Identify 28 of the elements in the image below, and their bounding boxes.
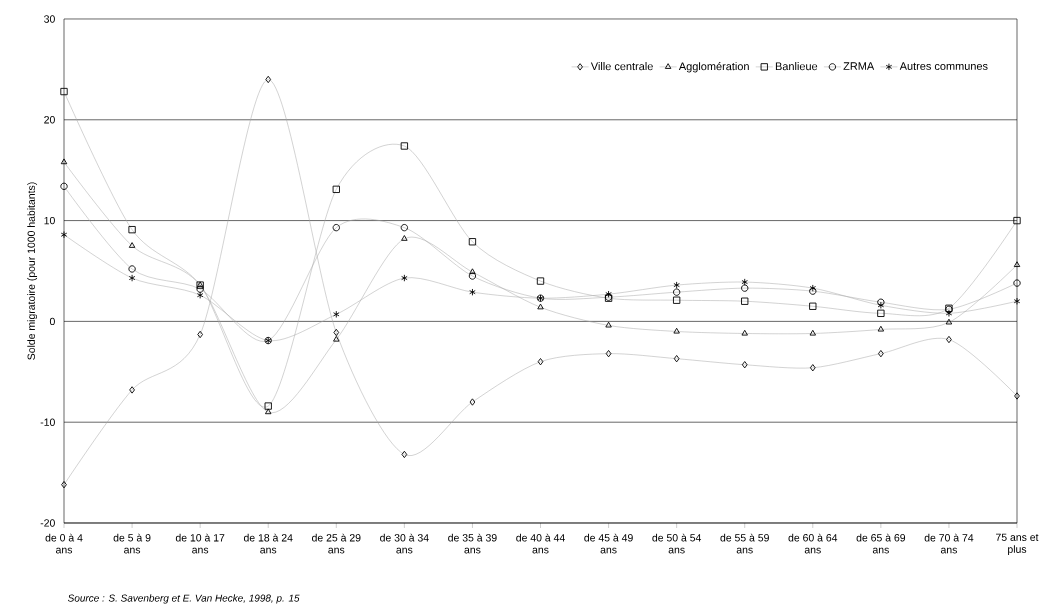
x-tick-label: de 65 à 69 ans — [856, 533, 906, 554]
x-tick-label: de 55 à 59 ans — [720, 533, 769, 554]
legend-label: Agglomération — [678, 62, 749, 73]
x-tick-label: de 45 à 49 ans — [584, 533, 633, 554]
y-tick-label: 0 — [49, 317, 55, 326]
y-tick-label: 10 — [44, 216, 55, 225]
x-tick-label: de 60 à 64 ans — [788, 533, 838, 554]
legend-label: Ville centrale — [590, 62, 653, 71]
y-tick-label: 30 — [44, 15, 55, 23]
x-tick-label: de 5 à 9 ans — [113, 533, 151, 554]
y-tick-label: -10 — [40, 418, 55, 426]
x-tick-label: de 30 à 34 ans — [380, 533, 429, 554]
x-tick-label: de 18 à 24 ans — [243, 533, 293, 554]
y-axis-title: Solde migratoire (pour 1000 habitants) — [27, 182, 38, 360]
y-tick-label: 20 — [44, 116, 55, 124]
x-tick-label: de 70 à 74 ans — [924, 533, 974, 554]
legend-label: ZRMA — [843, 62, 875, 70]
x-tick-label: de 10 à 17 ans — [175, 533, 225, 554]
x-tick-label: 75 ans et plus — [996, 533, 1039, 555]
x-tick-label: de 35 à 39 ans — [448, 533, 497, 554]
x-tick-label: de 25 à 29 ans — [312, 533, 361, 554]
x-tick-label: de 50 à 54 ans — [652, 533, 702, 554]
legend-label: Autres communes — [899, 62, 988, 70]
x-tick-label: de 0 à 4 ans — [45, 533, 83, 554]
x-tick-label: de 40 à 44 ans — [516, 533, 565, 554]
source-note: Source : S. Savenberg et E. Van Hecke, 1998, p. 15 — [67, 594, 300, 604]
legend-label: Banlieue — [775, 62, 818, 71]
y-tick-label: -20 — [40, 519, 55, 527]
